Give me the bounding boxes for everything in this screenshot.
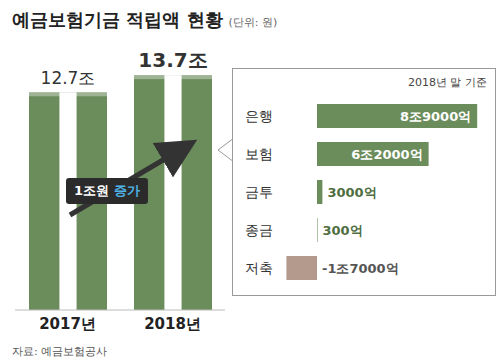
svg-text:보험: 보험	[245, 146, 273, 162]
svg-text:종금: 종금	[245, 222, 273, 238]
svg-text:12.7조: 12.7조	[41, 68, 96, 88]
svg-text:-1조7000억: -1조7000억	[322, 261, 399, 276]
svg-text:2017년: 2017년	[39, 315, 96, 333]
svg-text:3000억: 3000억	[327, 185, 376, 200]
svg-text:저축: 저축	[245, 260, 273, 276]
svg-text:2018년: 2018년	[144, 315, 201, 333]
svg-text:8조9000억: 8조9000억	[400, 109, 471, 124]
svg-text:13.7조: 13.7조	[138, 48, 207, 72]
html-text:2018년 말 기준: 2018년 말 기준	[408, 76, 487, 89]
svg-text:은행: 은행	[245, 108, 273, 124]
svg-text:300억: 300억	[323, 223, 363, 238]
svg-text:금투: 금투	[245, 184, 273, 200]
svg-text:6조2000억: 6조2000억	[351, 147, 422, 162]
html-text:자료: 예금보험공사: 자료: 예금보험공사	[12, 345, 108, 358]
html-text:예금보험기금 적립액 현황 (단위: 원): 예금보험기금 적립액 현황 (단위: 원)	[12, 9, 278, 30]
html-text:1조원증가: 1조원증가	[74, 183, 140, 198]
